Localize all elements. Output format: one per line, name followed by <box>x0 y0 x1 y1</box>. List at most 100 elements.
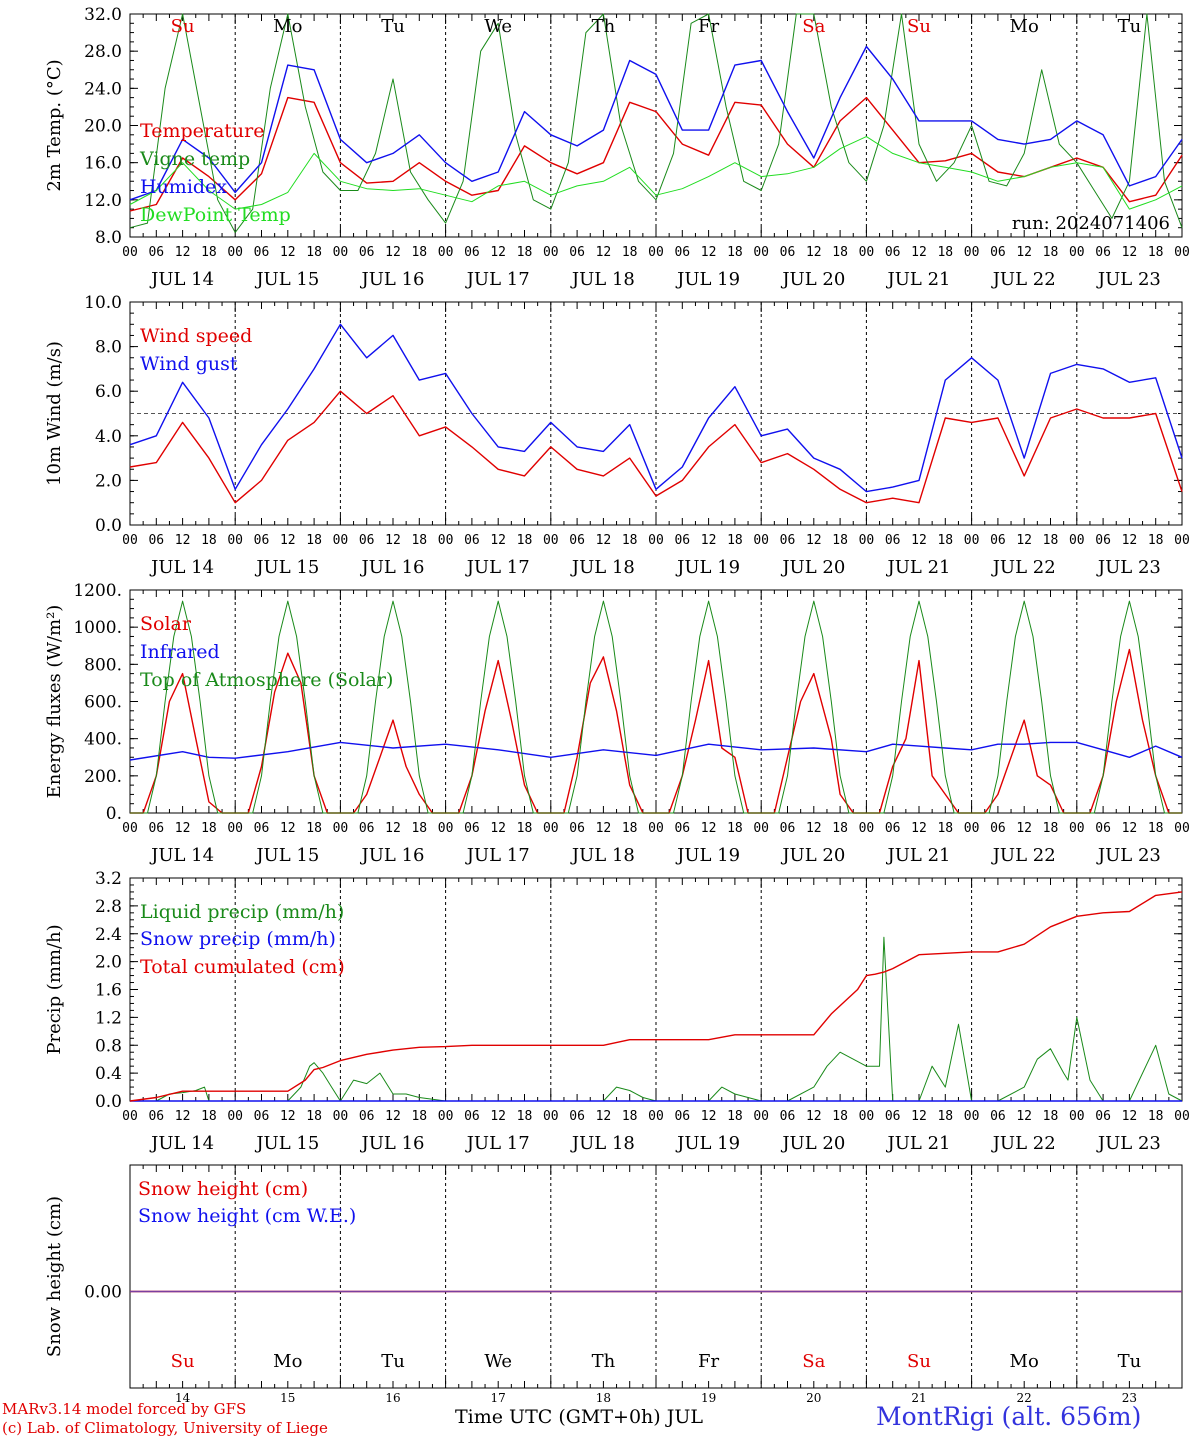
hour-tick-label: 00 <box>859 821 875 836</box>
hour-tick-label: 00 <box>227 821 243 836</box>
y-tick-label: 0.0 <box>95 516 122 536</box>
day-label: JUL 18 <box>570 269 635 290</box>
weekday-label: Tu <box>381 16 405 37</box>
y-tick-label: 400. <box>84 730 122 750</box>
hour-tick-label: 00 <box>227 1109 243 1124</box>
series-line <box>129 323 1183 493</box>
hour-tick-label: 12 <box>701 533 717 548</box>
hour-tick-label: 12 <box>911 1109 927 1124</box>
series-line <box>130 600 1182 814</box>
y-tick-label: 0.4 <box>95 1064 122 1084</box>
hour-tick-label: 00 <box>648 245 664 260</box>
hour-tick-label: 18 <box>517 245 533 260</box>
model-credit: MARv3.14 model forced by GFS (c) Lab. of… <box>2 1400 328 1438</box>
y-tick-label: 1200. <box>73 581 122 601</box>
hour-tick-label: 18 <box>201 1109 217 1124</box>
hour-tick-label: 18 <box>832 1109 848 1124</box>
hour-tick-label: 00 <box>648 533 664 548</box>
y-tick-label: 0.00 <box>84 1283 122 1303</box>
series-line <box>129 45 1183 201</box>
weekday-label: Fr <box>698 16 719 37</box>
hour-tick-label: 18 <box>1043 821 1059 836</box>
y-tick-label: 800. <box>84 655 122 675</box>
legend-entry: Infrared <box>140 641 220 663</box>
hour-tick-label: 12 <box>385 821 401 836</box>
hour-tick-label: 12 <box>701 245 717 260</box>
hour-tick-label: 12 <box>1016 245 1032 260</box>
hour-tick-label: 06 <box>885 245 901 260</box>
date-label: 19 <box>701 1391 716 1405</box>
y-tick-label: 600. <box>84 693 122 713</box>
hour-tick-label: 12 <box>1122 821 1138 836</box>
hour-tick-label: 00 <box>333 533 349 548</box>
hour-tick-label: 00 <box>753 245 769 260</box>
legend-entry: Vigne temp <box>139 148 250 170</box>
weekday-label: Mo <box>273 1351 302 1372</box>
day-label: JUL 21 <box>886 845 951 866</box>
day-label: JUL 20 <box>780 1133 845 1154</box>
hour-tick-label: 06 <box>1095 245 1111 260</box>
hour-tick-label: 00 <box>438 1109 454 1124</box>
date-label: 14 <box>175 1391 191 1405</box>
day-label: JUL 17 <box>465 845 530 866</box>
y-axis-label: 2m Temp. (°C) <box>44 59 65 191</box>
hour-tick-label: 06 <box>674 821 690 836</box>
hour-tick-label: 06 <box>780 821 796 836</box>
hour-tick-label: 12 <box>175 533 191 548</box>
hour-tick-label: 06 <box>359 821 375 836</box>
hour-tick-label: 00 <box>964 1109 980 1124</box>
hour-tick-label: 12 <box>280 1109 296 1124</box>
day-label: JUL 20 <box>780 269 845 290</box>
day-label: JUL 22 <box>991 1133 1056 1154</box>
hour-tick-label: 06 <box>990 1109 1006 1124</box>
hour-tick-label: 00 <box>227 245 243 260</box>
y-tick-label: 1.2 <box>95 1008 122 1028</box>
weekday-label: Su <box>907 16 931 37</box>
legend-entry: Humidex <box>140 176 227 198</box>
hour-tick-label: 06 <box>990 821 1006 836</box>
hour-tick-label: 18 <box>832 245 848 260</box>
hour-tick-label: 06 <box>464 533 480 548</box>
hour-tick-label: 00 <box>122 533 138 548</box>
y-tick-label: 24.0 <box>84 79 122 99</box>
series-line <box>130 936 1183 1102</box>
weekday-label: We <box>484 16 512 37</box>
y-tick-label: 200. <box>84 767 122 787</box>
date-label: 21 <box>911 1391 926 1405</box>
hour-tick-label: 00 <box>859 245 875 260</box>
y-tick-label: 2.4 <box>95 925 122 945</box>
day-label: JUL 22 <box>991 269 1056 290</box>
panel-1 <box>129 13 1183 238</box>
day-label: JUL 23 <box>1096 269 1161 290</box>
hour-tick-label: 18 <box>517 821 533 836</box>
date-label: 15 <box>280 1391 295 1405</box>
day-label: JUL 15 <box>254 845 319 866</box>
y-tick-label: 32.0 <box>84 5 122 25</box>
hour-tick-label: 06 <box>1095 821 1111 836</box>
hour-tick-label: 06 <box>885 1109 901 1124</box>
hour-tick-label: 18 <box>201 533 217 548</box>
y-tick-label: 0.0 <box>95 1092 122 1112</box>
hour-tick-label: 00 <box>1069 821 1085 836</box>
hour-tick-label: 00 <box>859 533 875 548</box>
hour-tick-label: 12 <box>280 245 296 260</box>
hour-tick-label: 00 <box>333 1109 349 1124</box>
day-label: JUL 16 <box>360 269 425 290</box>
hour-tick-label: 18 <box>1148 1109 1164 1124</box>
hour-tick-label: 06 <box>990 533 1006 548</box>
hour-tick-label: 18 <box>306 1109 322 1124</box>
y-tick-label: 0. <box>106 804 122 824</box>
hour-tick-label: 18 <box>727 1109 743 1124</box>
weekday-label: Sa <box>802 16 825 37</box>
day-label: JUL 20 <box>780 845 845 866</box>
day-label: JUL 14 <box>149 845 214 866</box>
y-axis-label: Precip (mm/h) <box>44 924 65 1054</box>
hour-tick-label: 06 <box>674 245 690 260</box>
legend-entry: Top of Atmosphere (Solar) <box>140 669 393 691</box>
hour-tick-label: 06 <box>254 533 270 548</box>
y-tick-label: 16.0 <box>84 154 122 174</box>
hour-tick-label: 00 <box>438 533 454 548</box>
hour-tick-label: 12 <box>701 821 717 836</box>
series-line <box>129 136 1183 210</box>
hour-tick-label: 00 <box>1174 1109 1190 1124</box>
